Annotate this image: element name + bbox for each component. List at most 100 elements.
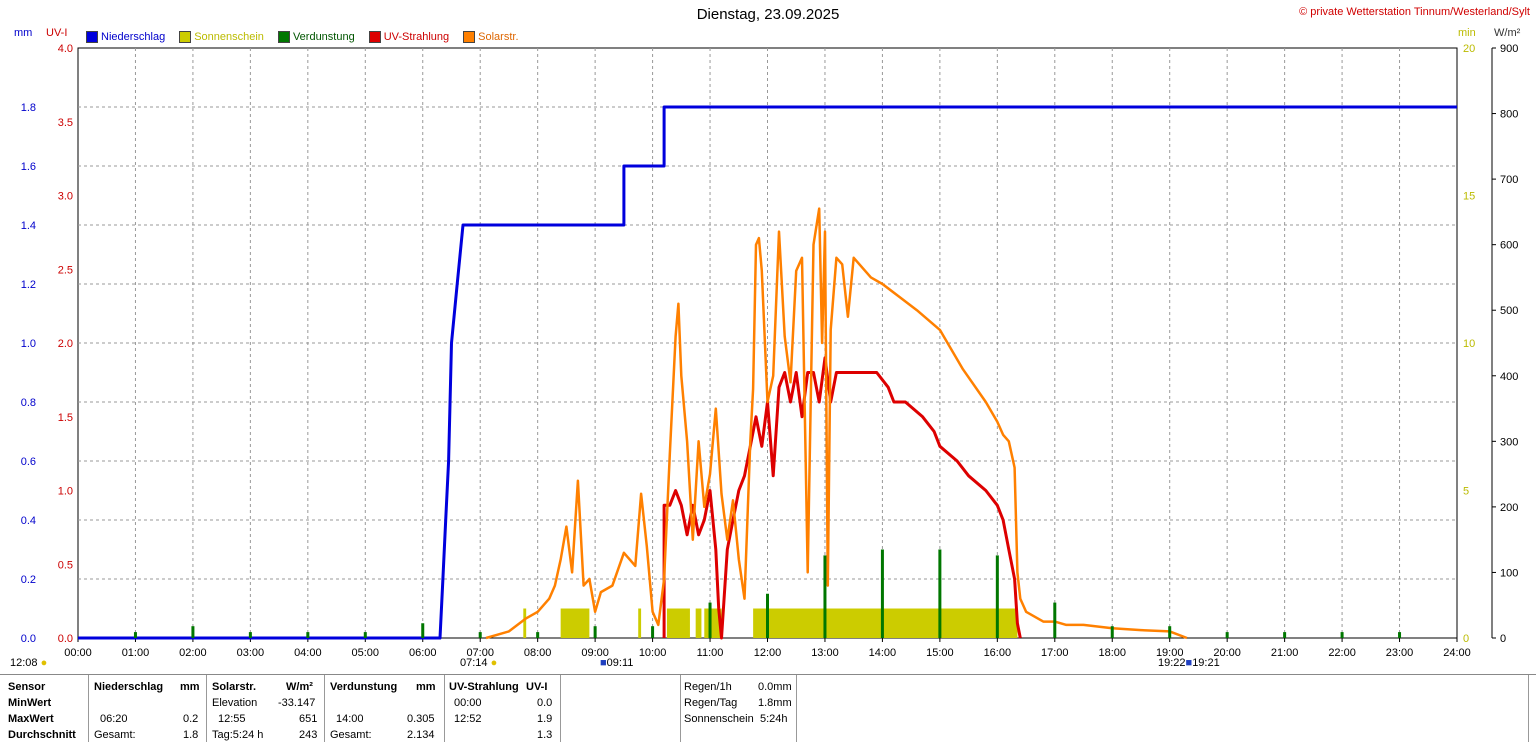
x-tick-label: 08:00 bbox=[524, 647, 552, 659]
uv-max-time: 12:52 bbox=[454, 713, 482, 725]
evaporation-bar bbox=[1283, 632, 1287, 638]
rain-1h-val: 0.0mm bbox=[758, 681, 792, 693]
unit-mm: mm bbox=[14, 27, 33, 39]
uv-min-time: 00:00 bbox=[454, 697, 482, 709]
table-divider bbox=[324, 675, 325, 742]
rain-day-label: Regen/Tag bbox=[684, 697, 738, 709]
evaporation-bar bbox=[708, 602, 712, 638]
x-tick-label: 20:00 bbox=[1213, 647, 1241, 659]
table-header-solar-unit: W/m² bbox=[286, 681, 313, 693]
evaporation-bar bbox=[1110, 626, 1114, 638]
x-tick-label: 00:00 bbox=[64, 647, 92, 659]
unit-wm2: W/m² bbox=[1494, 27, 1521, 39]
statistics-table: Sensor Niederschlag mm Solarstr. W/m² Ve… bbox=[0, 674, 1536, 742]
legend-label-uv: UV-Strahlung bbox=[383, 31, 450, 43]
x-tick-label: 11:00 bbox=[697, 647, 724, 659]
sunshine-bar bbox=[666, 608, 690, 638]
evaporation-bar bbox=[766, 593, 769, 638]
mm-tick-label: 1.0 bbox=[21, 338, 36, 350]
chart-legend: Niederschlag Sonnenschein Verdunstung UV… bbox=[86, 31, 519, 43]
legend-item-verdunstung: Verdunstung bbox=[277, 31, 355, 43]
chart-title: Dienstag, 23.09.2025 bbox=[696, 6, 840, 23]
evaporation-bar bbox=[823, 555, 827, 638]
table-divider bbox=[444, 675, 445, 742]
unit-uv: UV-I bbox=[46, 27, 68, 39]
mm-tick-label: 0.2 bbox=[21, 574, 36, 586]
solar-min-val: -33.147 bbox=[278, 697, 316, 709]
evaporation-bar bbox=[248, 632, 252, 638]
sunrise-icon: ● bbox=[490, 657, 498, 669]
evaporation-bar bbox=[1168, 626, 1172, 638]
solar-max-time: 12:55 bbox=[218, 713, 246, 725]
min-tick-label: 15 bbox=[1463, 191, 1475, 203]
solar-day-label: Tag:5:24 h bbox=[212, 729, 264, 741]
uv-tick-label: 0.0 bbox=[58, 633, 73, 645]
evaporation-bar bbox=[1225, 632, 1229, 638]
solar-min-time: Elevation bbox=[212, 697, 258, 709]
verd-total-val: 2.134 bbox=[407, 729, 435, 741]
solar-line bbox=[485, 207, 1188, 640]
legend-label-verdunstung: Verdunstung bbox=[292, 31, 355, 43]
evaporation-bar bbox=[536, 632, 540, 638]
noon-time: 09:11 bbox=[606, 657, 634, 669]
x-tick-label: 09:00 bbox=[581, 647, 609, 659]
wm2-tick-label: 0 bbox=[1500, 633, 1506, 645]
sun-icon: ● bbox=[40, 657, 48, 669]
table-header-niederschlag: Niederschlag bbox=[94, 681, 164, 693]
legend-swatch-verdunstung bbox=[277, 31, 290, 43]
x-tick-label: 10:00 bbox=[639, 647, 667, 659]
sunset-time-alt: 19:22 bbox=[1158, 657, 1186, 669]
wm2-tick-label: 800 bbox=[1500, 109, 1518, 121]
x-tick-label: 03:00 bbox=[237, 647, 265, 659]
wm2-tick-label: 300 bbox=[1500, 436, 1518, 448]
sunshine-bar bbox=[695, 608, 702, 638]
x-tick-label: 22:00 bbox=[1328, 647, 1356, 659]
x-tick-label: 18:00 bbox=[1098, 647, 1126, 659]
wm2-tick-label: 900 bbox=[1500, 43, 1518, 55]
min-tick-label: 5 bbox=[1463, 486, 1469, 498]
x-tick-label: 21:00 bbox=[1271, 647, 1299, 659]
sunshine-bar bbox=[560, 608, 590, 638]
ns-max-time: 06:20 bbox=[100, 713, 128, 725]
sunset-label: 19:22■19:21 bbox=[1158, 657, 1220, 669]
evaporation-bar bbox=[1340, 632, 1344, 638]
legend-item-sonnenschein: Sonnenschein bbox=[179, 31, 264, 43]
verd-total-label: Gesamt: bbox=[330, 729, 372, 741]
x-tick-label: 16:00 bbox=[984, 647, 1012, 659]
evaporation-bar bbox=[191, 626, 195, 638]
table-header-ns-unit: mm bbox=[180, 681, 200, 693]
table-divider bbox=[88, 675, 89, 742]
evaporation-bar bbox=[995, 555, 999, 638]
legend-swatch-niederschlag bbox=[86, 31, 98, 43]
wm2-tick-label: 200 bbox=[1500, 502, 1518, 514]
table-divider bbox=[1528, 675, 1529, 742]
min-tick-label: 0 bbox=[1463, 633, 1469, 645]
sunset-icon: ■ bbox=[1185, 657, 1193, 669]
mm-tick-label: 1.6 bbox=[21, 161, 36, 173]
sunshine-bar bbox=[753, 608, 1018, 638]
table-header-verd-unit: mm bbox=[416, 681, 436, 693]
table-header-sensor: Sensor bbox=[8, 681, 46, 693]
x-tick-label: 13:00 bbox=[811, 647, 839, 659]
x-tick-label: 14:00 bbox=[869, 647, 897, 659]
table-divider bbox=[206, 675, 207, 742]
uv-avg-val: 1.3 bbox=[537, 729, 553, 741]
solar-max-val: 651 bbox=[299, 713, 318, 725]
table-divider bbox=[680, 675, 681, 742]
x-tick-label: 23:00 bbox=[1386, 647, 1414, 659]
unit-min: min bbox=[1458, 27, 1476, 39]
x-tick-label: 15:00 bbox=[926, 647, 954, 659]
legend-swatch-uv bbox=[368, 31, 381, 43]
sunrise-label: 07:14 ● bbox=[460, 657, 497, 669]
mm-tick-label: 0.8 bbox=[21, 397, 36, 409]
legend-label-solar: Solarstr. bbox=[478, 31, 519, 43]
uv-tick-label: 2.0 bbox=[58, 338, 73, 350]
table-divider bbox=[796, 675, 797, 742]
evaporation-bar bbox=[363, 632, 367, 638]
uv-tick-label: 1.0 bbox=[58, 486, 73, 498]
sunshine-label: Sonnenschein bbox=[684, 713, 754, 725]
sunrise-time: 07:14 bbox=[460, 657, 488, 669]
x-tick-label: 04:00 bbox=[294, 647, 322, 659]
evaporation-bar bbox=[593, 626, 597, 638]
evaporation-bar bbox=[1398, 632, 1402, 638]
